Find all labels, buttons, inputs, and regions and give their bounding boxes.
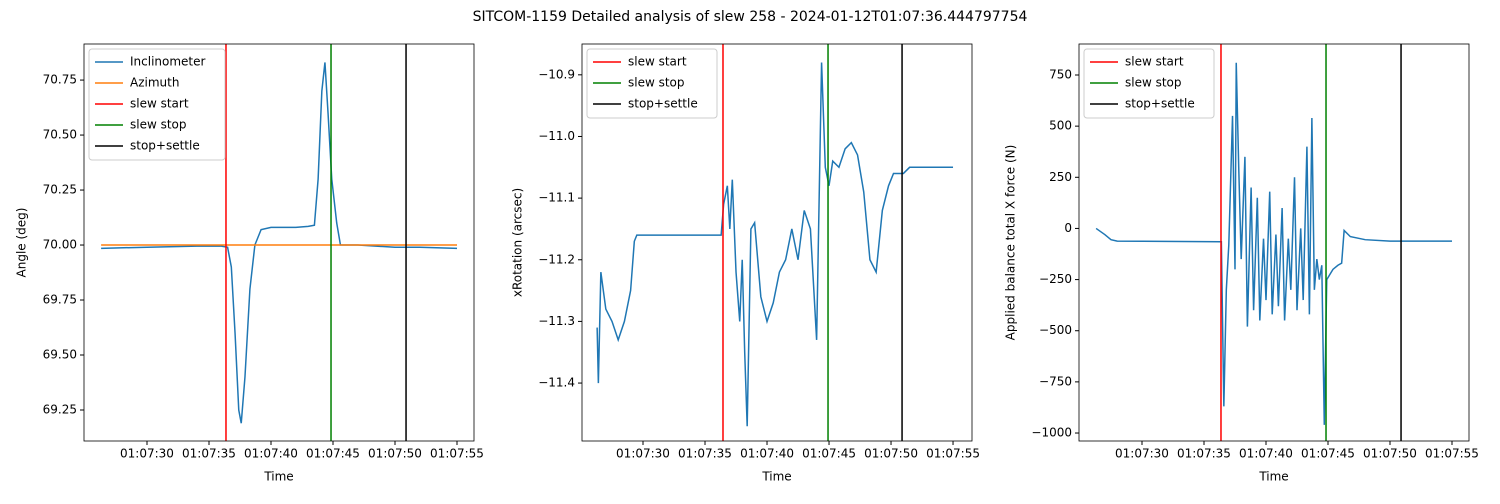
x-tick-label: 01:07:40: [740, 447, 794, 461]
x-tick-label: 01:07:50: [864, 447, 918, 461]
legend-label: slew start: [1125, 55, 1184, 69]
y-tick-label: −500: [1039, 323, 1072, 337]
y-axis-label: Angle (deg): [15, 208, 29, 278]
x-tick-label: 01:07:55: [430, 447, 484, 461]
y-axis-label: xRotation (arcsec): [511, 188, 525, 297]
x-axis-label: Time: [1258, 470, 1288, 484]
y-tick-label: 70.25: [43, 183, 77, 197]
x-tick-label: 01:07:35: [1177, 447, 1231, 461]
x-tick-label: 01:07:35: [678, 447, 732, 461]
x-tick-label: 01:07:30: [1115, 447, 1169, 461]
legend-label: slew start: [628, 55, 687, 69]
axes-frame: [1078, 43, 1470, 442]
x-tick-label: 01:07:40: [244, 447, 298, 461]
x-tick-label: 01:07:50: [1363, 447, 1417, 461]
x-tick-label: 01:07:40: [1239, 447, 1293, 461]
y-tick-label: 70.50: [43, 128, 77, 142]
y-tick-label: −11.0: [538, 129, 575, 143]
legend-box: [1083, 48, 1215, 119]
legend-label: slew stop: [130, 118, 187, 132]
subplot: 01:07:30 01:07:35 01:07:40 01:07:45 01:07:50…: [15, 43, 484, 484]
y-tick-label: 69.75: [43, 293, 77, 307]
x-tick-label: 01:07:45: [306, 447, 360, 461]
y-tick-label: 250: [1049, 170, 1072, 184]
x-tick-label: 01:07:45: [802, 447, 856, 461]
y-tick-label: 500: [1049, 119, 1072, 133]
y-tick-label: −11.1: [538, 191, 575, 205]
data-line: [596, 62, 954, 427]
y-axis-label: Applied balance total X force (N): [1004, 145, 1018, 341]
y-tick-label: 69.50: [43, 348, 77, 362]
data-line: [1095, 62, 1453, 425]
x-tick-label: 01:07:35: [182, 447, 236, 461]
y-tick-label: 69.25: [43, 402, 77, 416]
y-tick-label: 0: [1064, 221, 1072, 235]
legend-box: [586, 48, 718, 119]
y-tick-label: −11.2: [538, 252, 575, 266]
y-tick-label: 70.00: [43, 238, 77, 252]
x-axis-label: Time: [761, 470, 791, 484]
legend-label: slew stop: [628, 76, 685, 90]
subplot: 01:07:30 01:07:35 01:07:40 01:07:45 01:07:50…: [1004, 43, 1479, 484]
subplot: 01:07:30 01:07:35 01:07:40 01:07:45 01:07:50…: [511, 43, 980, 484]
x-tick-label: 01:07:30: [120, 447, 174, 461]
legend-label: Inclinometer: [130, 55, 206, 69]
y-tick-label: −250: [1039, 272, 1072, 286]
y-tick-label: 750: [1049, 67, 1072, 81]
legend-label: stop+settle: [130, 139, 200, 153]
x-tick-label: 01:07:45: [1301, 447, 1355, 461]
legend-label: stop+settle: [628, 97, 698, 111]
axes-frame: [581, 43, 973, 442]
x-axis-label: Time: [263, 470, 293, 484]
legend-label: stop+settle: [1125, 97, 1195, 111]
data-line: [101, 62, 458, 424]
x-tick-label: 01:07:30: [616, 447, 670, 461]
figure-title: SITCOM-1159 Detailed analysis of slew 25…: [473, 9, 1028, 25]
legend-box: [88, 48, 226, 161]
axes-frame: [83, 43, 475, 442]
y-tick-label: −10.9: [538, 67, 575, 81]
legend-label: slew stop: [1125, 76, 1182, 90]
y-tick-label: −750: [1039, 374, 1072, 388]
y-tick-label: 70.75: [43, 73, 77, 87]
y-tick-label: −11.3: [538, 314, 575, 328]
legend-label: Azimuth: [130, 76, 179, 90]
y-tick-label: −1000: [1031, 426, 1072, 440]
legend-label: slew start: [130, 97, 189, 111]
x-tick-label: 01:07:50: [368, 447, 422, 461]
x-tick-label: 01:07:55: [1425, 447, 1479, 461]
x-tick-label: 01:07:55: [926, 447, 980, 461]
y-tick-label: −11.4: [538, 376, 575, 390]
